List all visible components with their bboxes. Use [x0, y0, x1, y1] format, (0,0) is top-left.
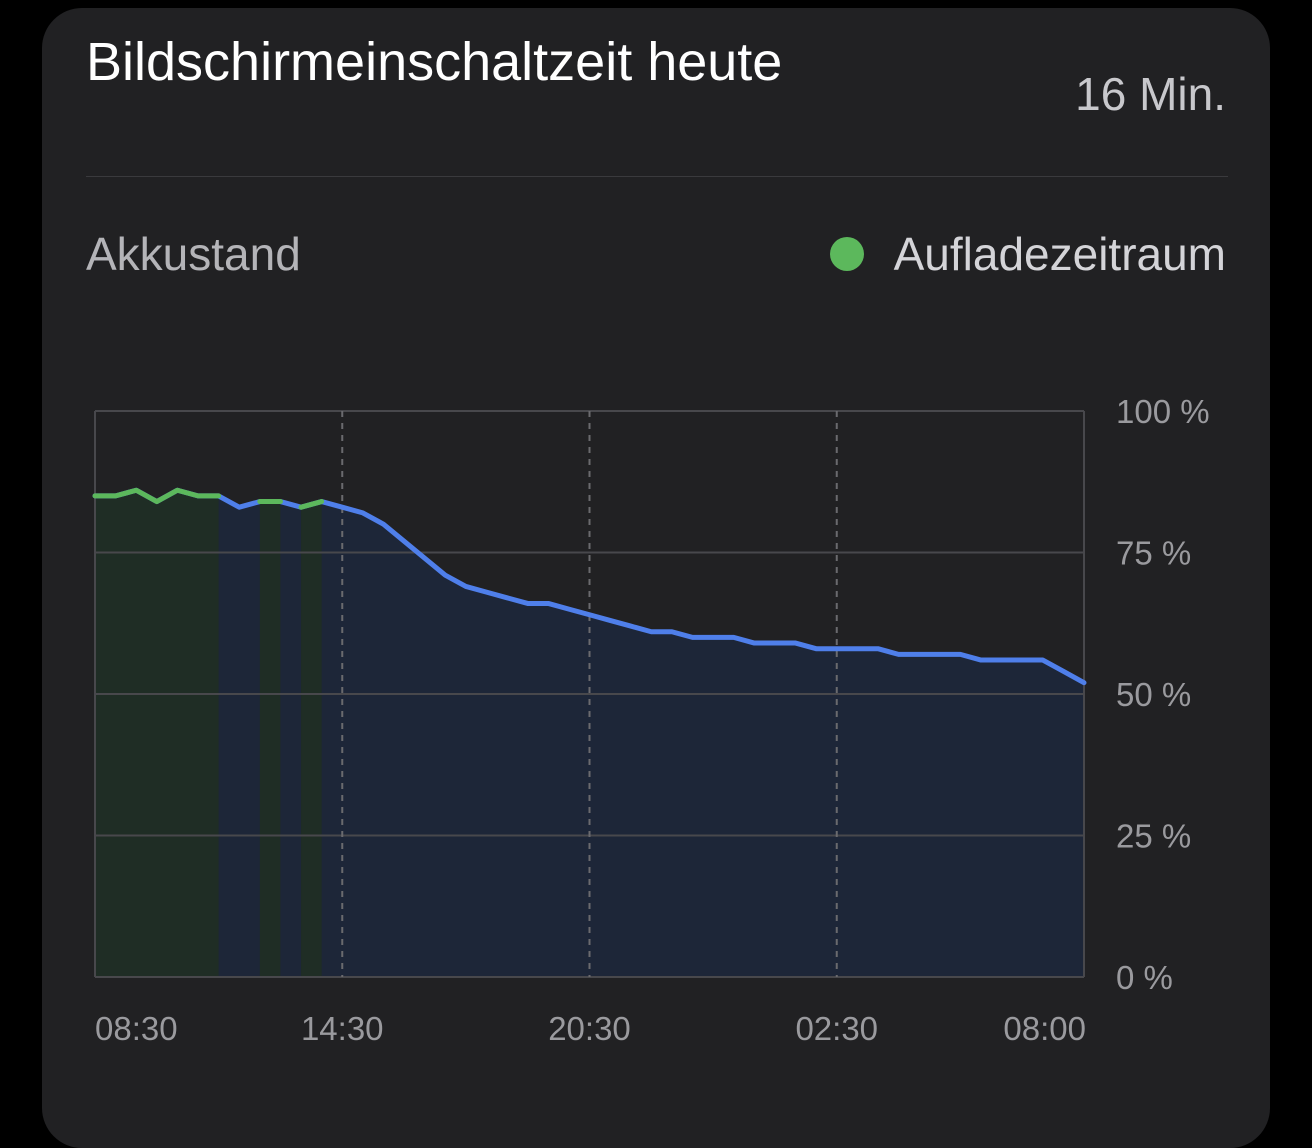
- charging-period-fill: [301, 501, 322, 977]
- y-tick-label: 50 %: [1116, 676, 1191, 713]
- divider: [86, 176, 1228, 177]
- charging-period-fill: [259, 501, 281, 977]
- y-tick-label: 75 %: [1116, 535, 1191, 572]
- charging-line-segment: [298, 499, 325, 510]
- battery-level-label: Akkustand: [86, 228, 301, 280]
- charging-legend-dot: [829, 237, 864, 271]
- charging-period-fill: [95, 490, 219, 977]
- charging-legend-label: Aufladezeitraum: [893, 228, 1226, 280]
- x-tick-label: 02:30: [795, 1010, 878, 1047]
- y-tick-label: 25 %: [1116, 818, 1191, 855]
- charging-line-segment: [92, 487, 222, 505]
- x-tick-label: 08:30: [95, 1010, 178, 1047]
- y-tick-label: 0 %: [1116, 959, 1173, 996]
- screen-time-value[interactable]: 16 Min.: [1075, 68, 1226, 120]
- y-tick-label: 100 %: [1116, 393, 1210, 430]
- x-tick-label: 08:00: [1003, 1010, 1086, 1047]
- x-tick-label: 14:30: [301, 1010, 384, 1047]
- x-tick-label: 20:30: [548, 1010, 631, 1047]
- card-title: Bildschirmeinschaltzeit heute: [86, 32, 783, 92]
- charging-legend: Aufladezeitraum: [829, 226, 1226, 282]
